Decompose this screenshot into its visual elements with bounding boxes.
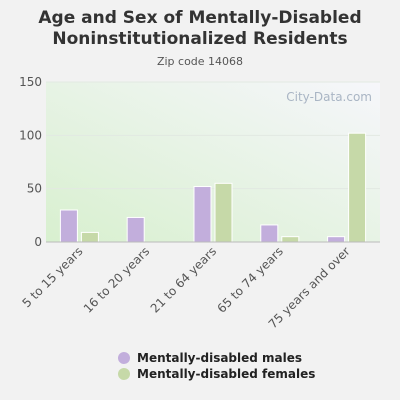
plot-area — [46, 82, 380, 242]
x-tick-label: 21 to 64 years — [148, 244, 219, 315]
legend-item-females: Mentally-disabled females — [118, 366, 315, 382]
legend: Mentally-disabled males Mentally-disable… — [118, 350, 315, 382]
bar-females — [281, 236, 300, 243]
x-tick-label: 16 to 20 years — [81, 244, 152, 315]
y-tick-label: 50 — [27, 182, 42, 196]
bar-males — [193, 186, 212, 243]
bar-males — [327, 236, 346, 243]
legend-label-males: Mentally-disabled males — [137, 351, 303, 365]
legend-swatch-males — [118, 352, 130, 364]
bar-females — [214, 182, 233, 243]
legend-item-males: Mentally-disabled males — [118, 350, 315, 366]
bar-females — [348, 132, 367, 243]
x-tick-label: 5 to 15 years — [19, 244, 85, 310]
y-tick-label: 150 — [19, 75, 42, 89]
chart-title: Age and Sex of Mentally-Disabled Noninst… — [38, 8, 362, 49]
y-tick-label: 0 — [34, 235, 42, 249]
watermark-text: City-Data.com — [286, 90, 372, 104]
legend-label-females: Mentally-disabled females — [137, 367, 316, 381]
y-tick-label: 100 — [19, 128, 42, 142]
bar-males — [260, 224, 279, 243]
x-tick-label: 65 to 74 years — [214, 244, 285, 315]
bar-males — [59, 209, 78, 243]
bar-females — [80, 231, 99, 243]
chart-subtitle: Zip code 14068 — [156, 55, 244, 68]
legend-swatch-females — [118, 368, 130, 380]
bar-males — [126, 216, 145, 243]
